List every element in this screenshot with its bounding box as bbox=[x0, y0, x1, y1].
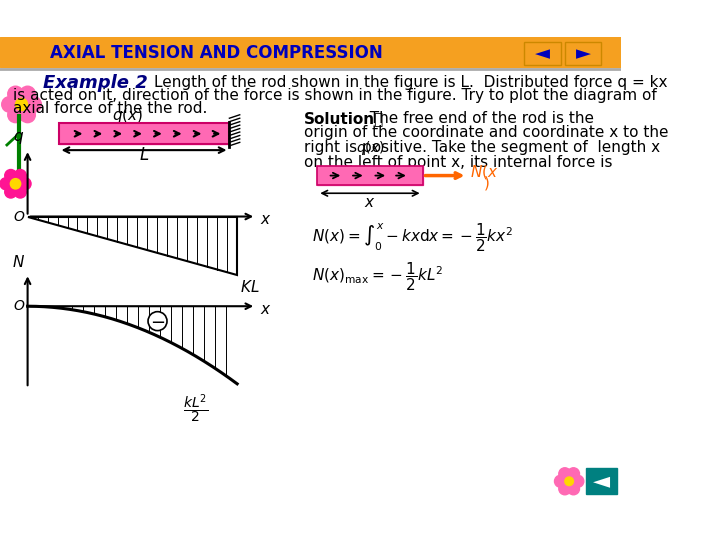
Text: $q(x)$: $q(x)$ bbox=[356, 139, 384, 157]
Text: $q(x)$: $q(x)$ bbox=[112, 106, 143, 125]
Circle shape bbox=[5, 170, 17, 181]
Text: axial force of the the rod.: axial force of the the rod. bbox=[13, 101, 207, 116]
Text: $L$: $L$ bbox=[139, 146, 149, 164]
Circle shape bbox=[559, 468, 571, 480]
Text: ►: ► bbox=[575, 44, 590, 63]
Circle shape bbox=[1, 97, 17, 112]
Text: $KL$: $KL$ bbox=[240, 279, 259, 295]
Bar bbox=[58, 124, 230, 144]
Text: $O$: $O$ bbox=[13, 210, 25, 224]
Circle shape bbox=[567, 483, 580, 495]
Circle shape bbox=[14, 186, 27, 198]
Text: Example 2: Example 2 bbox=[43, 74, 148, 92]
Circle shape bbox=[20, 107, 35, 123]
Text: $N$: $N$ bbox=[12, 254, 25, 270]
Text: is acted on it, direction of the force is shown in the figure. Try to plot the d: is acted on it, direction of the force i… bbox=[13, 89, 657, 103]
Bar bbox=[524, 42, 561, 65]
Bar bbox=[0, 37, 621, 68]
Circle shape bbox=[16, 98, 27, 111]
Text: ◄: ◄ bbox=[593, 471, 610, 491]
Circle shape bbox=[14, 170, 27, 181]
Text: $q$: $q$ bbox=[14, 130, 24, 146]
Text: ◄: ◄ bbox=[535, 44, 550, 63]
Bar bbox=[58, 124, 230, 144]
Text: $N(x) = \int_0^x -kx\mathrm{d}x = -\dfrac{1}{2}kx^2$: $N(x) = \int_0^x -kx\mathrm{d}x = -\dfra… bbox=[312, 221, 513, 254]
Circle shape bbox=[559, 483, 571, 495]
Circle shape bbox=[10, 179, 21, 189]
Polygon shape bbox=[27, 217, 237, 275]
Text: AXIAL TENSION AND COMPRESSION: AXIAL TENSION AND COMPRESSION bbox=[50, 44, 383, 62]
Circle shape bbox=[567, 468, 580, 480]
Bar bbox=[565, 42, 601, 65]
Circle shape bbox=[0, 178, 12, 190]
Circle shape bbox=[572, 475, 584, 487]
Text: $-$: $-$ bbox=[150, 312, 165, 330]
Text: on the left of point x, its internal force is: on the left of point x, its internal for… bbox=[304, 154, 612, 170]
Text: The free end of the rod is the: The free end of the rod is the bbox=[359, 111, 593, 126]
Circle shape bbox=[8, 86, 23, 102]
Text: $x$: $x$ bbox=[364, 195, 376, 210]
Text: $O$: $O$ bbox=[13, 299, 25, 313]
Bar bbox=[318, 166, 423, 185]
Text: $x$: $x$ bbox=[261, 302, 272, 317]
Bar bbox=[318, 166, 423, 185]
Circle shape bbox=[20, 86, 35, 102]
Text: origin of the coordinate and coordinate x to the: origin of the coordinate and coordinate … bbox=[304, 125, 668, 140]
Circle shape bbox=[8, 107, 23, 123]
Text: Solution：: Solution： bbox=[304, 111, 384, 126]
Polygon shape bbox=[27, 306, 237, 384]
Text: $)$: $)$ bbox=[483, 174, 490, 192]
Circle shape bbox=[26, 97, 41, 112]
Text: Length of the rod shown in the figure is L.  Distributed force q = kx: Length of the rod shown in the figure is… bbox=[153, 76, 667, 90]
Text: $x$: $x$ bbox=[261, 212, 272, 227]
Text: $N(x$: $N(x$ bbox=[470, 163, 498, 181]
Circle shape bbox=[565, 477, 573, 485]
Circle shape bbox=[148, 312, 167, 330]
Text: $\dfrac{kL^2}{2}$: $\dfrac{kL^2}{2}$ bbox=[183, 393, 208, 426]
Text: $N(x)_{\max} = -\dfrac{1}{2}kL^2$: $N(x)_{\max} = -\dfrac{1}{2}kL^2$ bbox=[312, 260, 444, 293]
Bar bbox=[586, 468, 616, 494]
Text: right is positive. Take the segment of  length x: right is positive. Take the segment of l… bbox=[304, 140, 660, 155]
Circle shape bbox=[554, 475, 567, 487]
Circle shape bbox=[5, 186, 17, 198]
Circle shape bbox=[19, 178, 31, 190]
